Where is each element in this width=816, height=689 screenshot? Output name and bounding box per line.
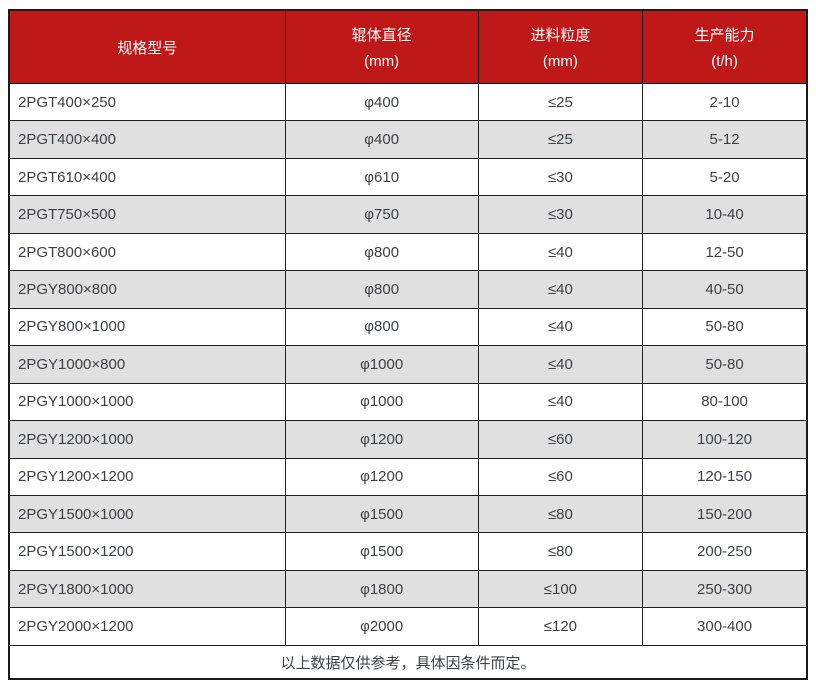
- cell-feed-size: ≤40: [477, 382, 644, 422]
- cell-model: 2PGY2000×1200: [8, 607, 286, 646]
- cell-model: 2PGT750×500: [8, 195, 286, 234]
- cell-model: 2PGY1500×1000: [8, 494, 286, 534]
- cell-roller-diameter: φ1200: [284, 457, 479, 496]
- cell-model: 2PGY1200×1000: [8, 420, 286, 459]
- cell-model: 2PGY1200×1200: [8, 457, 286, 496]
- cell-feed-size: ≤40: [477, 270, 644, 309]
- table-footer: 以上数据仅供参考，具体因条件而定。: [8, 645, 808, 680]
- header-feed-size-title: 进料粒度: [530, 27, 591, 44]
- table-row: 2PGT800×600 φ800 ≤40 12-50: [8, 232, 808, 272]
- cell-capacity: 5-20: [642, 157, 808, 197]
- cell-model: 2PGY800×1000: [8, 307, 286, 347]
- cell-feed-size: ≤25: [477, 82, 644, 122]
- table-row: 2PGT610×400 φ610 ≤30 5-20: [8, 157, 808, 197]
- cell-model: 2PGT400×250: [8, 82, 286, 122]
- cell-feed-size: ≤30: [477, 157, 644, 197]
- cell-feed-size: ≤60: [477, 457, 644, 496]
- header-roller-diameter-title: 辊体直径: [351, 27, 412, 44]
- cell-roller-diameter: φ2000: [284, 607, 479, 646]
- cell-feed-size: ≤25: [477, 120, 644, 159]
- cell-capacity: 80-100: [642, 382, 808, 422]
- cell-roller-diameter: φ750: [284, 195, 479, 234]
- header-roller-diameter: 辊体直径 (mm): [284, 9, 479, 84]
- cell-capacity: 250-300: [642, 569, 808, 609]
- cell-feed-size: ≤30: [477, 195, 644, 234]
- table-body: 2PGT400×250 φ400 ≤25 2-10 2PGT400×400 φ400 ≤25…: [8, 82, 808, 646]
- cell-model: 2PGT800×600: [8, 232, 286, 272]
- cell-roller-diameter: φ800: [284, 307, 479, 347]
- table-row: 2PGY1800×1000 φ1800 ≤100 250-300: [8, 569, 808, 609]
- cell-model: 2PGY800×800: [8, 270, 286, 309]
- cell-roller-diameter: φ1800: [284, 569, 479, 609]
- table-row: 2PGY1500×1000 φ1500 ≤80 150-200: [8, 494, 808, 534]
- header-capacity-title: 生产能力: [694, 27, 755, 44]
- table-row: 2PGY1000×1000 φ1000 ≤40 80-100: [8, 382, 808, 422]
- cell-model: 2PGY1800×1000: [8, 569, 286, 609]
- table-row: 2PGY2000×1200 φ2000 ≤120 300-400: [8, 607, 808, 646]
- table-header: 规格型号 辊体直径 (mm) 进料粒度 (mm) 生产能力 (t/h): [8, 9, 808, 84]
- cell-feed-size: ≤40: [477, 307, 644, 347]
- cell-feed-size: ≤40: [477, 232, 644, 272]
- table-row: 2PGY800×1000 φ800 ≤40 50-80: [8, 307, 808, 347]
- cell-roller-diameter: φ1000: [284, 345, 479, 384]
- cell-roller-diameter: φ610: [284, 157, 479, 197]
- cell-feed-size: ≤100: [477, 569, 644, 609]
- spec-table: 规格型号 辊体直径 (mm) 进料粒度 (mm) 生产能力 (t/h) 2PGT…: [8, 9, 808, 680]
- cell-roller-diameter: φ400: [284, 120, 479, 159]
- cell-capacity: 40-50: [642, 270, 808, 309]
- header-model-title: 规格型号: [117, 39, 178, 57]
- table-row: 2PGT750×500 φ750 ≤30 10-40: [8, 195, 808, 234]
- footnote: 以上数据仅供参考，具体因条件而定。: [8, 645, 808, 680]
- cell-model: 2PGT400×400: [8, 120, 286, 159]
- cell-capacity: 50-80: [642, 307, 808, 347]
- cell-model: 2PGY1000×1000: [8, 382, 286, 422]
- header-model: 规格型号: [8, 9, 286, 84]
- cell-feed-size: ≤120: [477, 607, 644, 646]
- cell-roller-diameter: φ1500: [284, 532, 479, 571]
- cell-feed-size: ≤40: [477, 345, 644, 384]
- cell-capacity: 5-12: [642, 120, 808, 159]
- cell-feed-size: ≤60: [477, 420, 644, 459]
- header-capacity: 生产能力 (t/h): [642, 9, 808, 84]
- cell-capacity: 120-150: [642, 457, 808, 496]
- header-roller-diameter-unit: (mm): [364, 53, 400, 70]
- cell-roller-diameter: φ800: [284, 232, 479, 272]
- table-row: 2PGY800×800 φ800 ≤40 40-50: [8, 270, 808, 309]
- table-row: 2PGY1200×1000 φ1200 ≤60 100-120: [8, 420, 808, 459]
- cell-capacity: 12-50: [642, 232, 808, 272]
- cell-capacity: 300-400: [642, 607, 808, 646]
- cell-roller-diameter: φ400: [284, 82, 479, 122]
- cell-roller-diameter: φ1000: [284, 382, 479, 422]
- cell-roller-diameter: φ1500: [284, 494, 479, 534]
- cell-capacity: 50-80: [642, 345, 808, 384]
- cell-model: 2PGY1000×800: [8, 345, 286, 384]
- cell-roller-diameter: φ800: [284, 270, 479, 309]
- header-feed-size-unit: (mm): [542, 53, 578, 70]
- cell-model: 2PGY1500×1200: [8, 532, 286, 571]
- cell-capacity: 10-40: [642, 195, 808, 234]
- cell-feed-size: ≤80: [477, 532, 644, 571]
- cell-capacity: 200-250: [642, 532, 808, 571]
- table-row: 2PGT400×250 φ400 ≤25 2-10: [8, 82, 808, 122]
- header-feed-size: 进料粒度 (mm): [477, 9, 644, 84]
- cell-capacity: 100-120: [642, 420, 808, 459]
- cell-capacity: 150-200: [642, 494, 808, 534]
- cell-roller-diameter: φ1200: [284, 420, 479, 459]
- header-capacity-unit: (t/h): [711, 53, 738, 70]
- table-row: 2PGT400×400 φ400 ≤25 5-12: [8, 120, 808, 159]
- table-row: 2PGY1200×1200 φ1200 ≤60 120-150: [8, 457, 808, 496]
- cell-feed-size: ≤80: [477, 494, 644, 534]
- cell-model: 2PGT610×400: [8, 157, 286, 197]
- table-row: 2PGY1000×800 φ1000 ≤40 50-80: [8, 345, 808, 384]
- cell-capacity: 2-10: [642, 82, 808, 122]
- table-row: 2PGY1500×1200 φ1500 ≤80 200-250: [8, 532, 808, 571]
